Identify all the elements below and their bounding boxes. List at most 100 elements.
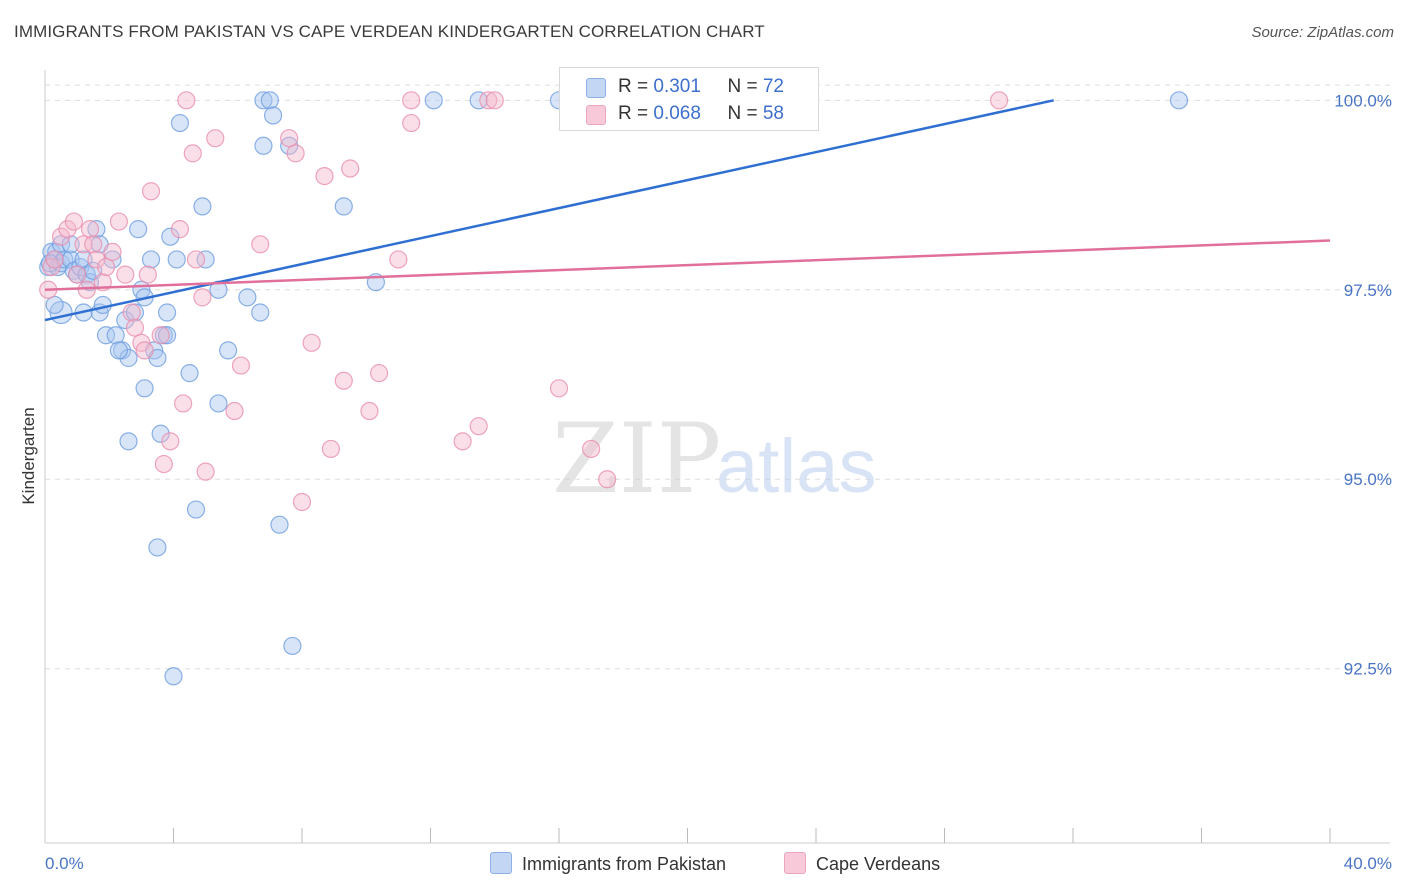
capeverde-point (479, 91, 498, 110)
n-label: N = (727, 103, 763, 124)
pakistan-point (141, 250, 161, 269)
capeverde-point (170, 220, 190, 239)
capeverde-point (58, 220, 77, 239)
capeverde-point (154, 454, 173, 474)
capeverde-point (302, 333, 321, 352)
capeverde-point (389, 250, 408, 269)
pakistan-point (157, 303, 177, 322)
pakistan-point (103, 250, 122, 269)
legend-swatch-blue (490, 852, 512, 874)
series-capeverde-points (39, 91, 1009, 512)
pakistan-point (106, 326, 125, 345)
capeverde-point (51, 227, 71, 246)
pakistan-point (186, 500, 206, 519)
capeverde-point (141, 182, 161, 201)
watermark-atlas: atlas (716, 424, 877, 509)
pakistan-point (469, 91, 488, 110)
capeverde-point (225, 401, 244, 421)
capeverde-point (125, 318, 145, 337)
legend-swatch-blue (586, 78, 606, 98)
capeverde-point (183, 144, 202, 163)
y-axis-label: Kindergarten (19, 407, 38, 504)
capeverde-point (177, 91, 196, 110)
r-label: R = (618, 76, 654, 97)
capeverde-point (280, 129, 299, 148)
capeverde-point (990, 91, 1009, 110)
n-label: N = (727, 76, 763, 97)
axes (44, 70, 1390, 844)
pakistan-point (148, 538, 167, 557)
watermark-zip: ZIP (552, 403, 721, 515)
pakistan-point (87, 220, 106, 239)
tick-labels: 92.5% 95.0% 97.5% 100.0% 0.0% 40.0% (45, 91, 1392, 873)
capeverde-point (485, 91, 504, 110)
capeverde-point (68, 265, 87, 284)
capeverde-point (77, 280, 96, 299)
capeverde-point (321, 439, 341, 459)
pakistan-point (45, 295, 64, 315)
x-tick-label-max: 40.0% (1344, 854, 1392, 873)
capeverde-point (370, 364, 389, 383)
trend-lines (44, 99, 1331, 322)
capeverde-point (206, 129, 225, 148)
pakistan-point (424, 91, 443, 110)
capeverde-point (186, 250, 206, 269)
capeverde-point (453, 432, 472, 451)
y-tick-label: 95.0% (1344, 470, 1392, 489)
x-tick-label-min: 0.0% (45, 854, 84, 873)
pakistan-point (180, 364, 199, 383)
capeverde-point (174, 394, 193, 413)
capeverde-point (122, 303, 141, 322)
capeverde-point (74, 235, 93, 254)
capeverde-point (286, 144, 305, 163)
capeverde-point (64, 212, 84, 231)
legend-item-pakistan[interactable]: Immigrants from Pakistan (490, 852, 726, 875)
capeverde-point (402, 91, 421, 110)
capeverde-point (598, 470, 617, 489)
capeverde-point (87, 250, 106, 269)
n-value-capeverde: 58 (762, 103, 784, 124)
capeverde-point (315, 166, 334, 186)
r-value-pakistan: 0.301 (653, 76, 701, 97)
pakistan-point (61, 250, 80, 269)
pakistan-point (135, 379, 154, 398)
pakistan-point (196, 250, 215, 269)
capeverde-point (116, 265, 135, 284)
r-value-capeverde: 0.068 (653, 103, 701, 124)
pakistan-point (251, 303, 270, 322)
pakistan-point (170, 113, 190, 133)
legend-swatch-pink (784, 852, 806, 874)
capeverde-point (469, 417, 488, 436)
pakistan-point (61, 235, 80, 254)
pakistan-point (263, 106, 283, 125)
pakistan-point (260, 91, 279, 110)
pakistan-point (334, 197, 353, 216)
pakistan-point (254, 91, 273, 110)
legend-label-capeverde: Cape Verdeans (816, 854, 941, 874)
pakistan-point (164, 667, 183, 686)
legend-item-capeverde[interactable]: Cape Verdeans (784, 852, 940, 875)
pakistan-point (1169, 91, 1189, 110)
pakistan-point (119, 348, 138, 368)
pakistan-point (167, 250, 186, 269)
legend-swatch-pink (586, 105, 606, 125)
capeverde-point (80, 220, 100, 239)
pakistan-point (283, 636, 302, 656)
capeverde-point (549, 379, 569, 398)
capeverde-point (582, 439, 601, 459)
pakistan-point (209, 394, 228, 413)
pakistan-point (116, 310, 135, 330)
capeverde-point (103, 242, 122, 261)
capeverde-point (109, 212, 128, 231)
pakistan-point (109, 341, 128, 360)
watermark: ZIP atlas (552, 403, 877, 515)
capeverde-point (151, 326, 170, 345)
capeverde-point (96, 257, 116, 277)
series-pakistan-points (39, 91, 1189, 686)
y-tick-label: 92.5% (1344, 660, 1392, 679)
capeverde-point (341, 159, 360, 178)
legend-label-pakistan: Immigrants from Pakistan (522, 854, 727, 874)
pakistan-point (161, 227, 180, 246)
pakistan-point (238, 288, 257, 307)
